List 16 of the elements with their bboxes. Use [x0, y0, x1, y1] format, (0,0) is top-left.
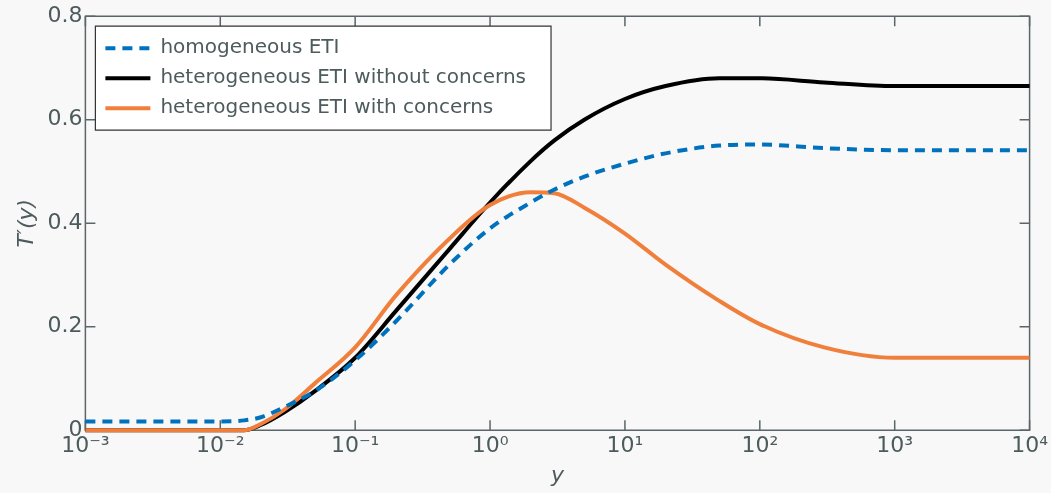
x-tick-label: 10⁻²	[196, 432, 245, 458]
y-tick-label: 0.6	[47, 105, 83, 131]
y-tick-label: 0.2	[47, 312, 83, 338]
x-axis-title: y	[549, 461, 565, 487]
y-axis-title: T′(y)	[12, 198, 38, 248]
y-tick-label: 0.8	[47, 1, 83, 27]
y-tick-label: 0.4	[47, 208, 83, 234]
x-tick-label: 10³	[876, 432, 914, 458]
legend-label: heterogeneous ETI without concerns	[160, 64, 527, 89]
x-tick-label: 10¹	[606, 432, 644, 458]
x-tick-label: 10⁻¹	[330, 432, 380, 458]
legend-label: homogeneous ETI	[160, 34, 340, 59]
x-tick-label: 10⁰	[471, 432, 509, 458]
x-tick-label: 10⁴	[1011, 432, 1049, 458]
x-tick-label: 10²	[741, 432, 779, 458]
legend-label: heterogeneous ETI with concerns	[160, 94, 494, 119]
